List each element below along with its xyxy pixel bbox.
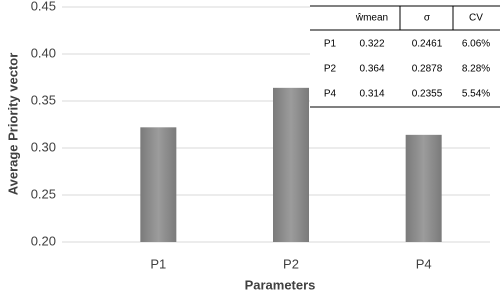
table-cell: P2: [324, 64, 337, 75]
y-tick-label: 0.30: [31, 139, 56, 154]
table-cell: 8.28%: [462, 64, 490, 75]
table-header: CV: [469, 13, 483, 24]
bar: [405, 134, 442, 242]
x-axis-label: Parameters: [245, 277, 316, 292]
bar: [140, 127, 177, 242]
table-header: ŵmean: [355, 13, 388, 24]
y-axis-label: Average Priority vector: [5, 53, 20, 196]
bar: [273, 87, 309, 242]
table-cell: 0.2461: [412, 39, 443, 50]
table-cell: P4: [324, 89, 337, 100]
table-cell: 0.314: [359, 89, 384, 100]
y-tick-label: 0.45: [31, 0, 56, 13]
table-cell: 0.322: [359, 39, 384, 50]
table-bg: [310, 5, 500, 108]
table-cell: 0.2355: [412, 89, 443, 100]
y-tick-label: 0.25: [31, 186, 56, 201]
table-cell: P1: [324, 39, 337, 50]
table-cell: 6.06%: [462, 39, 490, 50]
table-cell: 0.2878: [412, 64, 443, 75]
stats-table: ŵmean σ CV P1 0.322 0.2461 6.06% P2 0.364 0.2878 8…: [310, 5, 500, 108]
table-cell: 5.54%: [462, 89, 490, 100]
x-tick-label: P2: [283, 256, 299, 271]
x-tick-label: P4: [416, 256, 432, 271]
y-tick-label: 0.40: [31, 45, 56, 60]
y-tick-label: 0.35: [31, 92, 56, 107]
y-tick-label: 0.20: [31, 233, 56, 248]
x-tick-label: P1: [150, 256, 166, 271]
table-header: σ: [424, 13, 431, 24]
table-cell: 0.364: [359, 64, 384, 75]
